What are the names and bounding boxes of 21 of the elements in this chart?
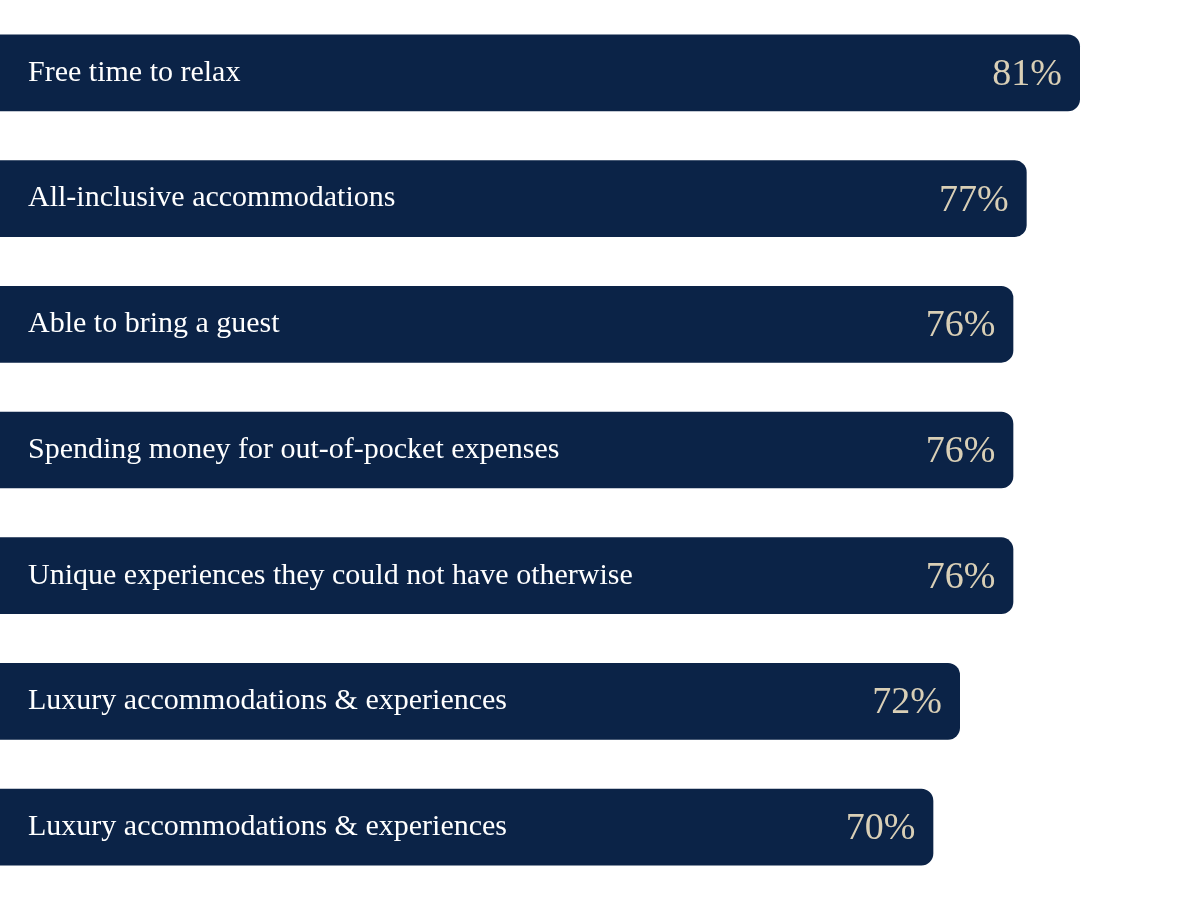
bar [0,34,1080,112]
data-label: 70% [845,805,916,848]
bar [0,411,1014,489]
y-tick-label: Unique experiences they could not have otherwise [28,556,633,590]
data-label: 76% [925,427,996,470]
bar [0,788,934,866]
data-label: 77% [939,176,1009,219]
y-tick-label: All-inclusive accommodations [28,179,396,213]
y-tick-label: Free time to relax [28,53,241,87]
bar [0,537,1014,615]
data-label: 72% [872,679,942,722]
data-label: 76% [925,553,996,596]
bar [0,160,1027,237]
y-tick-label: Spending money for out-of-pocket expenses [28,430,560,464]
y-tick-label: Luxury accommodations & experiences [28,682,508,716]
y-tick-label: Luxury accommodations & experiences [28,808,508,842]
bar [0,663,960,740]
bar [0,285,1014,363]
data-label: 76% [925,302,996,345]
data-label: 81% [992,50,1062,93]
y-tick-label: Able to bring a guest [28,305,281,339]
